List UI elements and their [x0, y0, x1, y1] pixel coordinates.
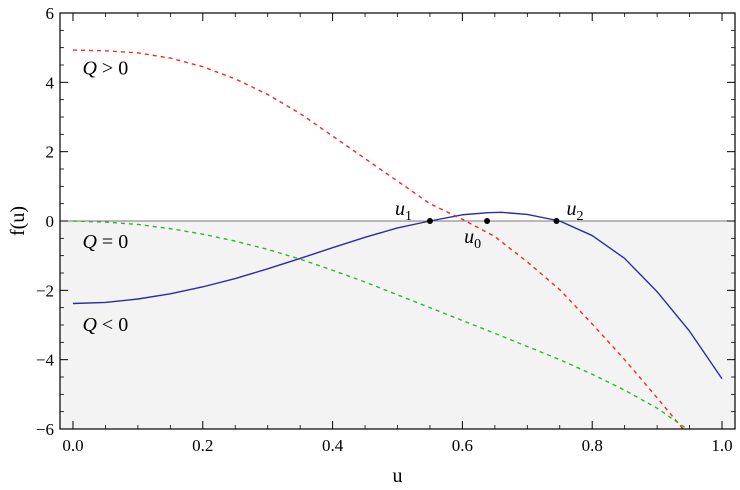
- point-label-u0: u0: [464, 226, 481, 252]
- point-label-u2: u2: [567, 198, 584, 224]
- annotation-relation: = 0: [97, 231, 128, 253]
- point-label-subscript: 0: [474, 237, 481, 252]
- annotation-variable: Q: [82, 57, 97, 79]
- annotation-relation: < 0: [97, 314, 128, 336]
- region-annotation-2: Q = 0: [82, 231, 128, 253]
- x-tick-label: 0.2: [192, 436, 213, 455]
- region-annotation-3: Q < 0: [82, 314, 128, 336]
- point-label-subscript: 2: [577, 209, 584, 224]
- x-tick-label: 0.8: [582, 436, 603, 455]
- axis-ticks: 0.0 0.2 0.4 0.6 0.8 1.0 −6 −4 −2 0 2 4 6: [36, 4, 735, 455]
- point-u2: [553, 218, 560, 224]
- annotation-variable: Q: [82, 314, 97, 336]
- point-label-main: u: [395, 198, 405, 220]
- series-line-1: [72, 211, 723, 380]
- y-tick-label: 2: [46, 143, 55, 162]
- point-u0: [484, 218, 491, 224]
- point-label-main: u: [567, 198, 577, 220]
- x-tick-label: 0.0: [62, 436, 83, 455]
- y-tick-label: 4: [46, 73, 55, 92]
- x-axis-title: u: [393, 465, 403, 487]
- negative-region-shading: [60, 221, 735, 429]
- series-line-2: [72, 49, 684, 429]
- region-annotations: Q > 0Q = 0Q < 0: [82, 57, 128, 336]
- y-tick-label: −6: [36, 420, 54, 439]
- region-annotation-1: Q > 0: [82, 57, 128, 79]
- y-tick-label: −2: [36, 281, 54, 300]
- x-tick-label: 1.0: [711, 436, 732, 455]
- series-group: [72, 49, 723, 429]
- y-tick-label: 0: [46, 212, 55, 231]
- y-tick-label: 6: [46, 4, 55, 23]
- point-label-subscript: 1: [405, 209, 412, 224]
- annotation-variable: Q: [82, 231, 97, 253]
- x-tick-label: 0.4: [322, 436, 344, 455]
- annotation-relation: > 0: [97, 57, 128, 79]
- x-tick-label: 0.6: [452, 436, 473, 455]
- negative-region-rect: [60, 221, 735, 429]
- series-line-3: [72, 220, 689, 429]
- point-u1: [426, 218, 433, 224]
- point-label-main: u: [464, 226, 474, 248]
- point-label-u1: u1: [395, 198, 412, 224]
- y-axis-title: f(u): [7, 206, 29, 236]
- y-tick-label: −4: [36, 351, 55, 370]
